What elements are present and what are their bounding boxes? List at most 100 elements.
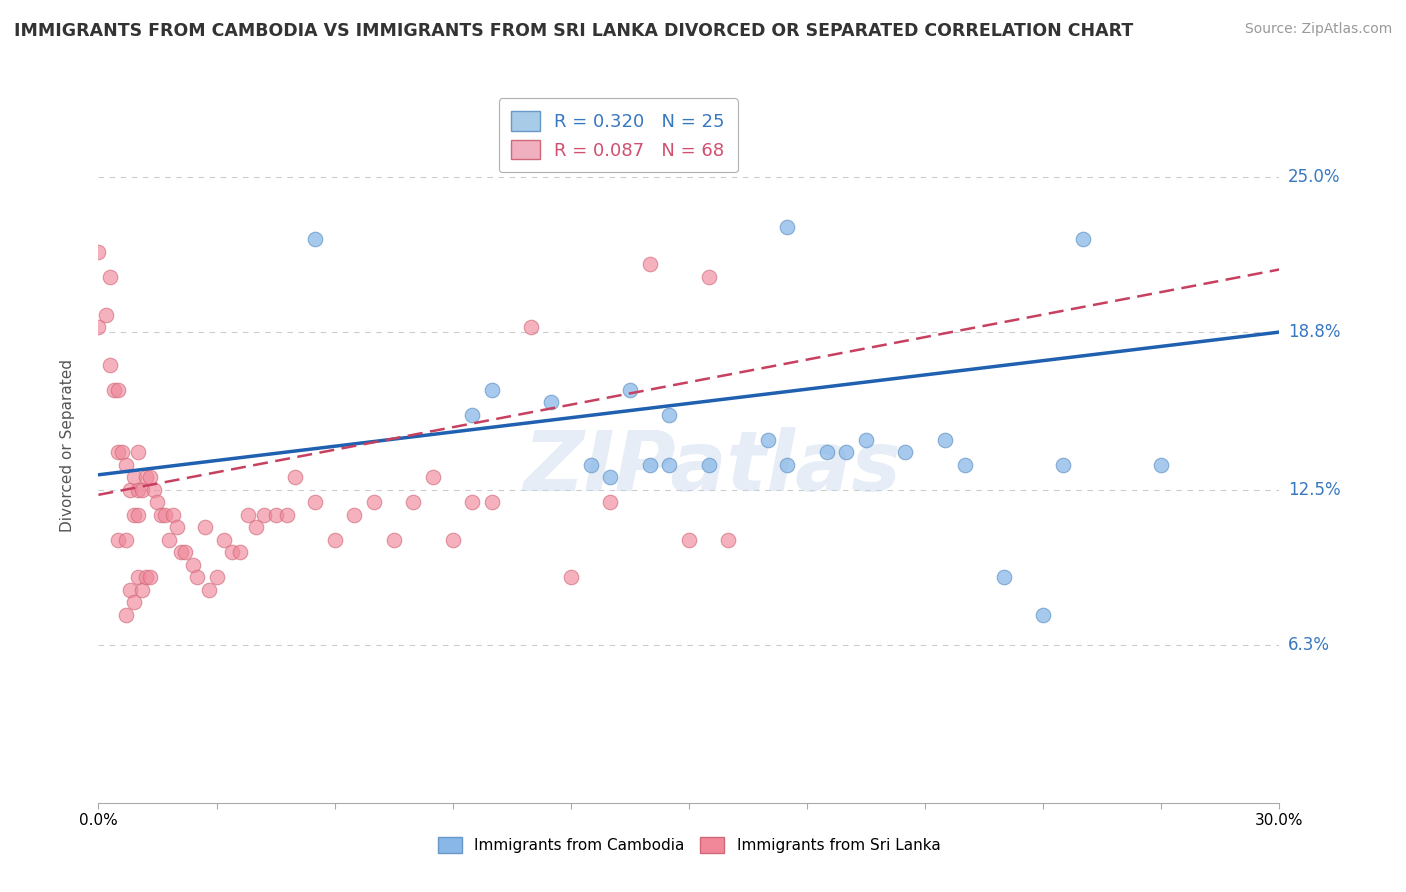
- Point: [461, 495, 484, 509]
- Point: [186, 570, 208, 584]
- Point: [481, 383, 503, 397]
- Point: [422, 470, 444, 484]
- Text: Source: ZipAtlas.com: Source: ZipAtlas.com: [1244, 22, 1392, 37]
- Point: [658, 408, 681, 422]
- Point: [835, 445, 858, 459]
- Point: [87, 244, 110, 259]
- Point: [138, 470, 160, 484]
- Point: [481, 495, 503, 509]
- Point: [697, 270, 720, 285]
- Point: [678, 533, 700, 547]
- Point: [170, 545, 193, 559]
- Point: [135, 570, 157, 584]
- Text: IMMIGRANTS FROM CAMBODIA VS IMMIGRANTS FROM SRI LANKA DIVORCED OR SEPARATED CORR: IMMIGRANTS FROM CAMBODIA VS IMMIGRANTS F…: [14, 22, 1133, 40]
- Point: [131, 483, 153, 497]
- Point: [205, 570, 228, 584]
- Point: [776, 219, 799, 234]
- Point: [579, 458, 602, 472]
- Point: [402, 495, 425, 509]
- Point: [127, 445, 149, 459]
- Point: [115, 458, 138, 472]
- Point: [103, 383, 125, 397]
- Point: [304, 495, 326, 509]
- Point: [221, 545, 243, 559]
- Point: [284, 470, 307, 484]
- Point: [1071, 232, 1094, 246]
- Point: [382, 533, 405, 547]
- Text: 6.3%: 6.3%: [1288, 636, 1330, 654]
- Point: [229, 545, 252, 559]
- Point: [253, 508, 276, 522]
- Point: [122, 470, 145, 484]
- Point: [993, 570, 1015, 584]
- Point: [717, 533, 740, 547]
- Point: [107, 383, 129, 397]
- Point: [150, 508, 173, 522]
- Point: [142, 483, 165, 497]
- Y-axis label: Divorced or Separated: Divorced or Separated: [60, 359, 75, 533]
- Point: [363, 495, 385, 509]
- Point: [115, 607, 138, 622]
- Point: [264, 508, 287, 522]
- Point: [107, 445, 129, 459]
- Point: [214, 533, 236, 547]
- Point: [98, 358, 121, 372]
- Point: [245, 520, 267, 534]
- Point: [599, 470, 621, 484]
- Point: [138, 570, 160, 584]
- Point: [111, 445, 134, 459]
- Text: ZIPatlas: ZIPatlas: [523, 427, 901, 508]
- Point: [599, 495, 621, 509]
- Point: [157, 533, 180, 547]
- Point: [146, 495, 169, 509]
- Point: [441, 533, 464, 547]
- Point: [934, 433, 956, 447]
- Point: [638, 257, 661, 271]
- Point: [162, 508, 184, 522]
- Point: [87, 320, 110, 334]
- Point: [461, 408, 484, 422]
- Point: [658, 458, 681, 472]
- Point: [520, 320, 543, 334]
- Point: [619, 383, 641, 397]
- Point: [540, 395, 562, 409]
- Point: [343, 508, 366, 522]
- Point: [122, 595, 145, 609]
- Point: [776, 458, 799, 472]
- Point: [276, 508, 298, 522]
- Point: [115, 533, 138, 547]
- Point: [127, 570, 149, 584]
- Point: [98, 270, 121, 285]
- Point: [236, 508, 259, 522]
- Point: [174, 545, 197, 559]
- Point: [197, 582, 219, 597]
- Point: [1150, 458, 1173, 472]
- Point: [181, 558, 204, 572]
- Point: [894, 445, 917, 459]
- Point: [304, 232, 326, 246]
- Point: [697, 458, 720, 472]
- Point: [118, 582, 141, 597]
- Point: [127, 508, 149, 522]
- Point: [638, 458, 661, 472]
- Point: [122, 508, 145, 522]
- Text: 12.5%: 12.5%: [1288, 481, 1340, 499]
- Point: [323, 533, 346, 547]
- Point: [127, 483, 149, 497]
- Point: [135, 470, 157, 484]
- Text: 25.0%: 25.0%: [1288, 168, 1340, 186]
- Point: [560, 570, 582, 584]
- Point: [1052, 458, 1074, 472]
- Point: [131, 582, 153, 597]
- Point: [194, 520, 217, 534]
- Point: [815, 445, 838, 459]
- Text: 18.8%: 18.8%: [1288, 323, 1340, 341]
- Point: [953, 458, 976, 472]
- Point: [1032, 607, 1054, 622]
- Point: [96, 308, 118, 322]
- Legend: Immigrants from Cambodia, Immigrants from Sri Lanka: Immigrants from Cambodia, Immigrants fro…: [432, 830, 946, 859]
- Point: [118, 483, 141, 497]
- Point: [166, 520, 188, 534]
- Point: [855, 433, 877, 447]
- Point: [756, 433, 779, 447]
